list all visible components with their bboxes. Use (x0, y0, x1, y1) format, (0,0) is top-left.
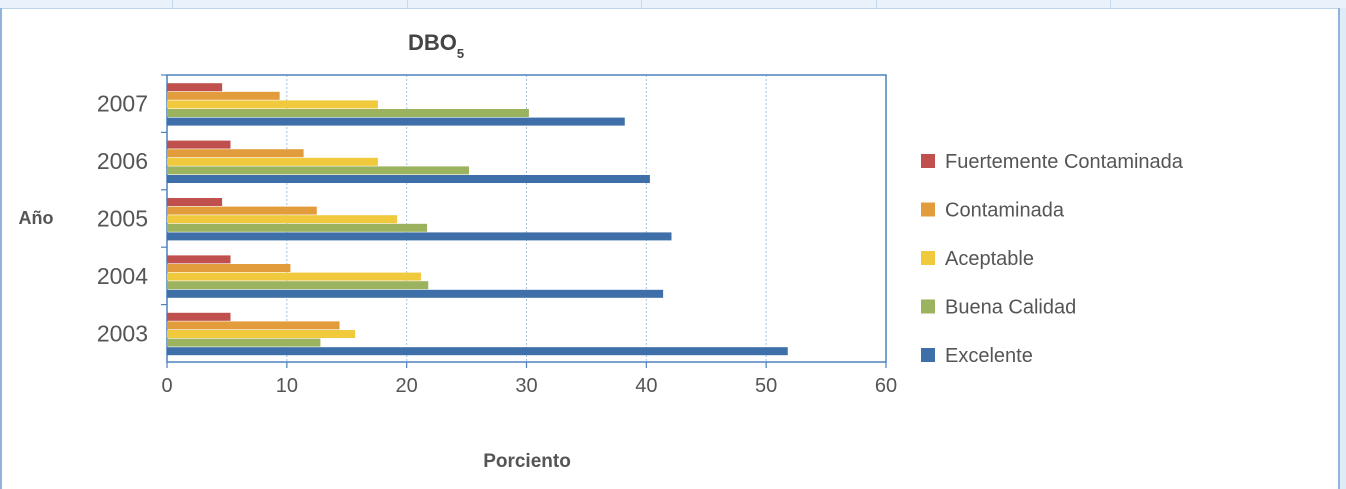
left-border (0, 8, 2, 489)
y-tick-label: 2005 (97, 206, 148, 232)
bar (167, 140, 231, 149)
legend-swatch (921, 202, 935, 217)
legend-label: Excelente (945, 345, 1033, 367)
x-tick-label: 0 (161, 375, 172, 397)
cell-divider (876, 0, 877, 8)
legend-swatch (921, 299, 935, 314)
y-axis-label: Año (19, 208, 54, 228)
chart-title-subscript: 5 (457, 46, 464, 61)
bar (167, 347, 788, 356)
bar (167, 117, 625, 126)
bars-group (167, 83, 788, 356)
x-tick-label: 60 (875, 375, 897, 397)
bar (167, 312, 231, 321)
cell-divider (1110, 0, 1111, 8)
bar (167, 264, 291, 272)
y-tick-label: 2003 (97, 320, 148, 346)
bar (167, 223, 428, 232)
bar (167, 166, 469, 175)
bar (167, 149, 304, 158)
bar (167, 175, 650, 183)
legend-label: Buena Calidad (945, 297, 1076, 319)
bar (167, 289, 664, 298)
legend-label: Fuertemente Contaminada (945, 151, 1184, 173)
bar (167, 109, 529, 117)
bar (167, 272, 422, 281)
bar (167, 338, 321, 347)
bar (167, 215, 398, 224)
legend-label: Aceptable (945, 248, 1034, 270)
x-tick-label: 40 (635, 375, 657, 397)
y-tick-labels: 2003 2004 2005 2006 2007 (97, 91, 148, 347)
cell-divider (172, 0, 173, 8)
cell-divider (641, 0, 642, 8)
legend-swatch (921, 154, 935, 168)
right-border (1338, 8, 1346, 489)
bar (167, 83, 223, 92)
cell-divider (407, 0, 408, 8)
y-tick-label: 2007 (97, 91, 148, 117)
legend-swatch (921, 348, 935, 362)
chart-title: DBO5 (408, 30, 464, 61)
y-tick-label: 2006 (97, 148, 148, 174)
x-tick-label: 20 (396, 375, 418, 397)
chart-title-text: DBO (408, 30, 457, 55)
legend: Fuertemente Contaminada Contaminada Acepta… (921, 151, 1184, 367)
legend-label: Contaminada (945, 200, 1065, 222)
x-tick-label: 30 (515, 375, 537, 397)
x-tick-labels: 0 10 20 30 40 50 60 (161, 375, 897, 397)
bar (167, 255, 231, 264)
bar (167, 91, 280, 100)
y-tick-label: 2004 (97, 263, 148, 289)
bar (167, 100, 378, 109)
x-tick-label: 50 (755, 375, 777, 397)
legend-swatch (921, 251, 935, 265)
bar (167, 206, 317, 215)
grid-lines (161, 74, 887, 368)
bar (167, 232, 672, 241)
bar (167, 281, 429, 290)
x-axis-label: Porciento (483, 451, 571, 472)
bar (167, 321, 340, 330)
top-border-strip (0, 0, 1346, 9)
bar (167, 330, 356, 338)
bar (167, 198, 223, 206)
bar (167, 157, 378, 166)
x-tick-label: 10 (276, 375, 298, 397)
